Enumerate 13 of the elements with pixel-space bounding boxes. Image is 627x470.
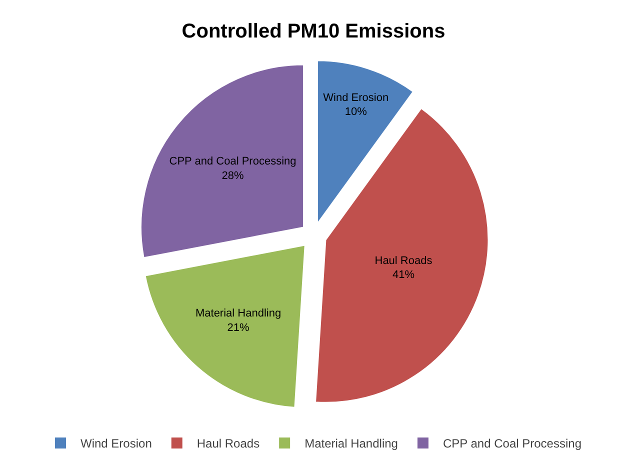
chart-title: Controlled PM10 Emissions: [182, 20, 446, 42]
data-label: 21%: [227, 322, 250, 334]
legend-label: Haul Roads: [196, 436, 260, 451]
slice-label: Haul Roads: [374, 254, 433, 267]
data-label: 28%: [222, 170, 244, 182]
legend-label: Wind Erosion: [80, 436, 152, 451]
legend-label: CPP and Coal Processing: [442, 436, 582, 451]
data-label: 41%: [392, 269, 415, 282]
data-label: 10%: [344, 106, 368, 118]
slice-label: CPP and Coal Processing: [169, 156, 296, 168]
legend-label: Material Handling: [304, 436, 398, 451]
slice-label: Wind Erosion: [323, 92, 389, 104]
slice-label: Material Handling: [195, 308, 282, 320]
